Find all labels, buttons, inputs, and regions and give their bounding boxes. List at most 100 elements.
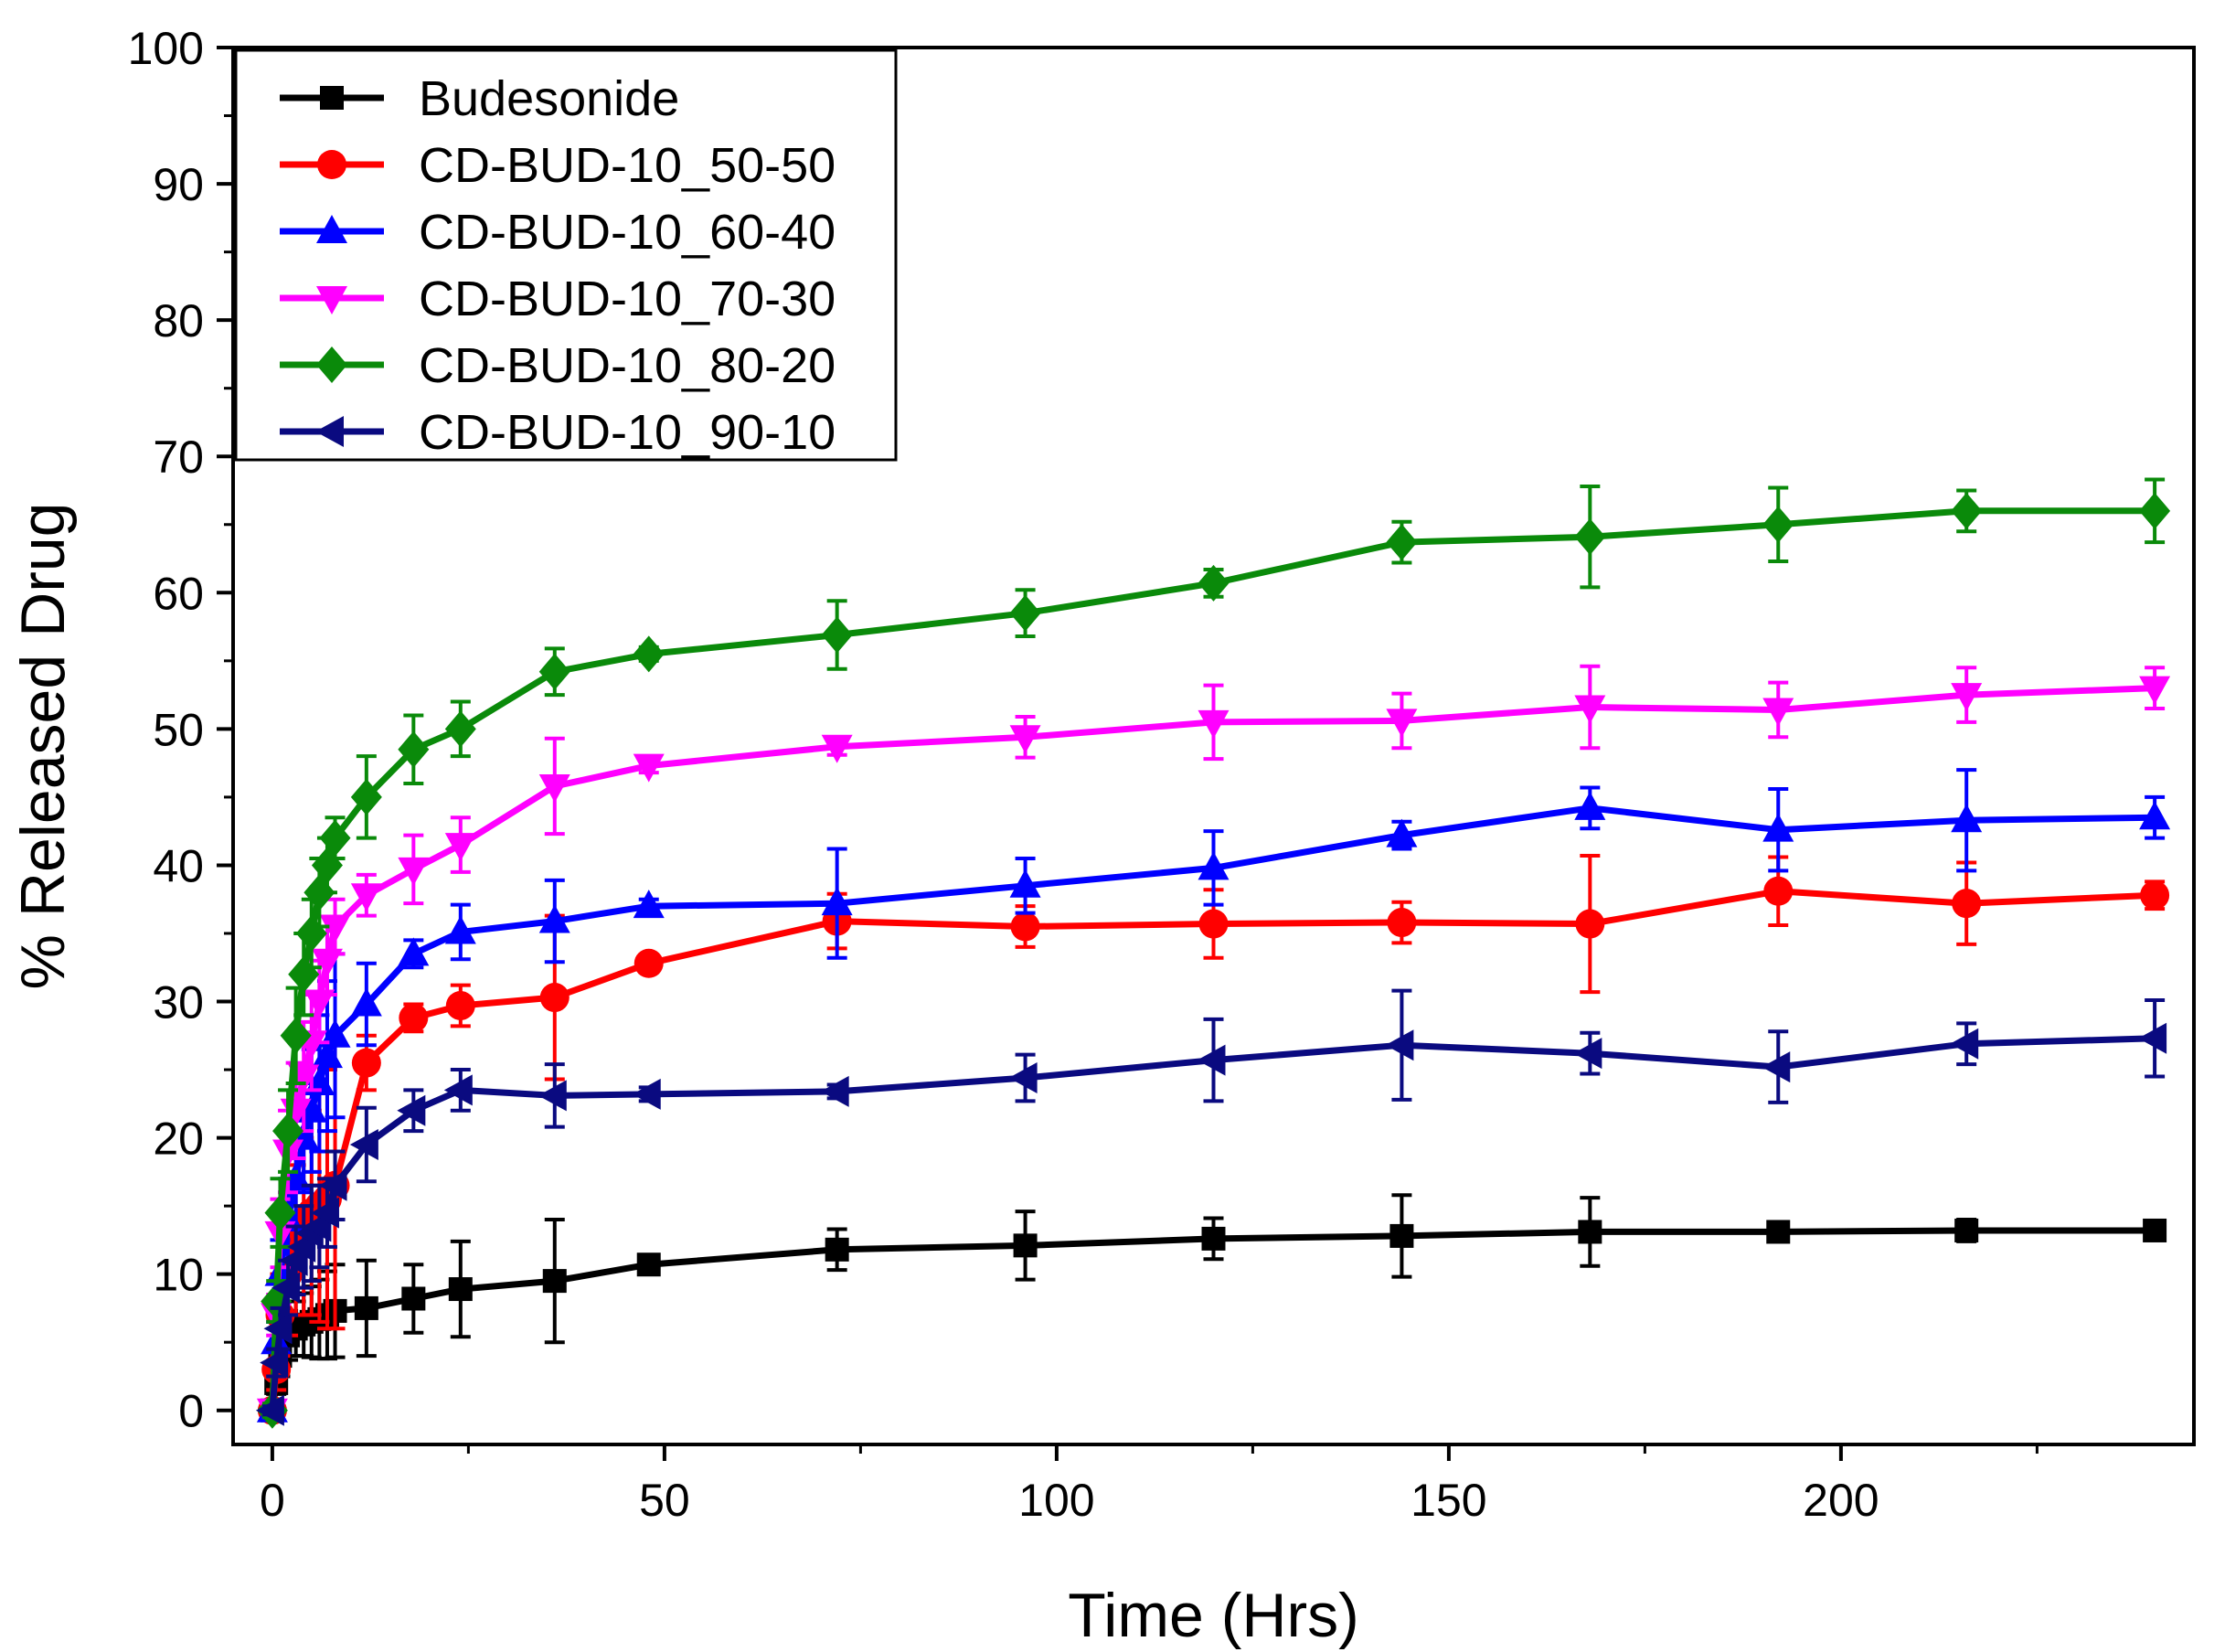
data-point: [448, 1277, 473, 1302]
series-layer: [255, 477, 2171, 1429]
data-point: [538, 904, 570, 933]
data-point: [2140, 880, 2170, 911]
plot-area-frame: [231, 46, 2196, 1446]
data-point: [538, 653, 570, 690]
data-point: [1008, 1061, 1038, 1093]
data-point: [1198, 909, 1229, 939]
data-point: [264, 1194, 296, 1231]
data-point: [1762, 698, 1794, 727]
legend-label: CD-BUD-10_70-30: [419, 272, 836, 326]
data-point: [1951, 492, 1983, 529]
x-axis-title: Time (Hrs): [1068, 1581, 1359, 1650]
legend-label: Budesonide: [419, 71, 679, 126]
y-tick-label: 80: [153, 295, 204, 346]
data-point: [2143, 1218, 2167, 1242]
data-point: [310, 1197, 339, 1229]
legend-marker: [316, 286, 347, 314]
data-point: [1386, 524, 1418, 561]
data-point: [1009, 725, 1041, 754]
data-point: [271, 1272, 301, 1304]
legend-entry: CD-BUD-10_60-40: [280, 205, 836, 260]
legend-entry: CD-BUD-10_90-10: [280, 405, 836, 460]
data-point: [260, 1347, 289, 1379]
data-point: [1387, 908, 1417, 938]
legend-label: CD-BUD-10_50-50: [419, 138, 836, 193]
data-point: [1762, 813, 1794, 842]
data-point: [350, 987, 382, 1017]
y-tick-label: 40: [153, 840, 204, 891]
legend-marker: [316, 346, 347, 383]
data-point: [633, 890, 665, 919]
data-point: [1766, 1220, 1791, 1244]
data-point: [825, 1237, 849, 1262]
data-point: [1198, 564, 1230, 602]
data-point: [311, 948, 343, 977]
y-tick-label: 90: [153, 159, 204, 210]
data-point: [398, 857, 430, 886]
data-point: [1951, 804, 1983, 833]
data-point: [2138, 1022, 2167, 1054]
data-point: [1952, 889, 1982, 919]
y-tick-label: 30: [153, 977, 204, 1029]
legend-label: CD-BUD-10_60-40: [419, 205, 836, 260]
data-point: [1573, 1038, 1602, 1070]
data-point: [1954, 1218, 1979, 1242]
x-tick-label: 100: [1018, 1475, 1094, 1526]
data-point: [318, 1169, 347, 1201]
data-point: [821, 887, 853, 916]
data-point: [820, 1075, 849, 1107]
legend-label: CD-BUD-10_80-20: [419, 338, 836, 393]
data-point: [349, 1129, 378, 1161]
data-point: [1009, 869, 1041, 898]
data-point: [350, 883, 382, 912]
data-point: [1762, 506, 1794, 543]
data-point: [1386, 709, 1418, 738]
y-tick-label: 50: [153, 704, 204, 755]
data-point: [1951, 683, 1983, 712]
legend-entry: CD-BUD-10_70-30: [280, 272, 836, 326]
x-tick-label: 0: [260, 1475, 285, 1526]
data-point: [1574, 695, 1606, 724]
legend: Budesonide CD-BUD-10_50-50 CD-BUD-10_60-40…: [234, 48, 898, 462]
x-tick-label: 200: [1803, 1475, 1879, 1526]
data-point: [821, 734, 853, 763]
data-point: [2139, 676, 2171, 705]
y-tick-label: 10: [153, 1250, 204, 1301]
data-point: [2139, 801, 2171, 830]
data-point: [303, 989, 335, 1018]
data-point: [539, 983, 570, 1013]
data-point: [1197, 1044, 1226, 1076]
data-point: [280, 1017, 312, 1054]
y-axis-title: % Released Drug: [8, 503, 78, 990]
data-point: [633, 948, 664, 978]
data-point: [1578, 1220, 1602, 1244]
data-point: [319, 914, 351, 943]
data-point: [1763, 876, 1794, 906]
legend-marker: [316, 215, 347, 243]
y-tick-label: 20: [153, 1114, 204, 1165]
data-point: [401, 1286, 426, 1311]
data-point: [398, 937, 430, 966]
x-tick-label: 150: [1411, 1475, 1486, 1526]
data-point: [295, 914, 327, 952]
legend-entry: CD-BUD-10_80-20: [280, 338, 836, 393]
data-point: [272, 1113, 304, 1150]
legend-label: CD-BUD-10_90-10: [419, 405, 836, 460]
data-point: [1389, 1223, 1414, 1248]
data-point: [636, 1252, 661, 1277]
data-point: [1009, 594, 1041, 632]
data-point: [397, 1094, 426, 1126]
data-point: [1574, 791, 1606, 820]
data-point: [1386, 818, 1418, 847]
data-point: [1198, 851, 1230, 880]
data-point: [354, 1295, 378, 1320]
data-point: [538, 1080, 567, 1112]
y-tick-label: 0: [178, 1386, 204, 1437]
data-point: [444, 710, 476, 748]
data-point: [350, 778, 382, 815]
legend-marker: [317, 150, 346, 179]
data-point: [1201, 1226, 1226, 1251]
data-point: [1950, 1028, 1979, 1060]
data-point: [1575, 909, 1605, 939]
data-point: [1762, 1051, 1791, 1083]
